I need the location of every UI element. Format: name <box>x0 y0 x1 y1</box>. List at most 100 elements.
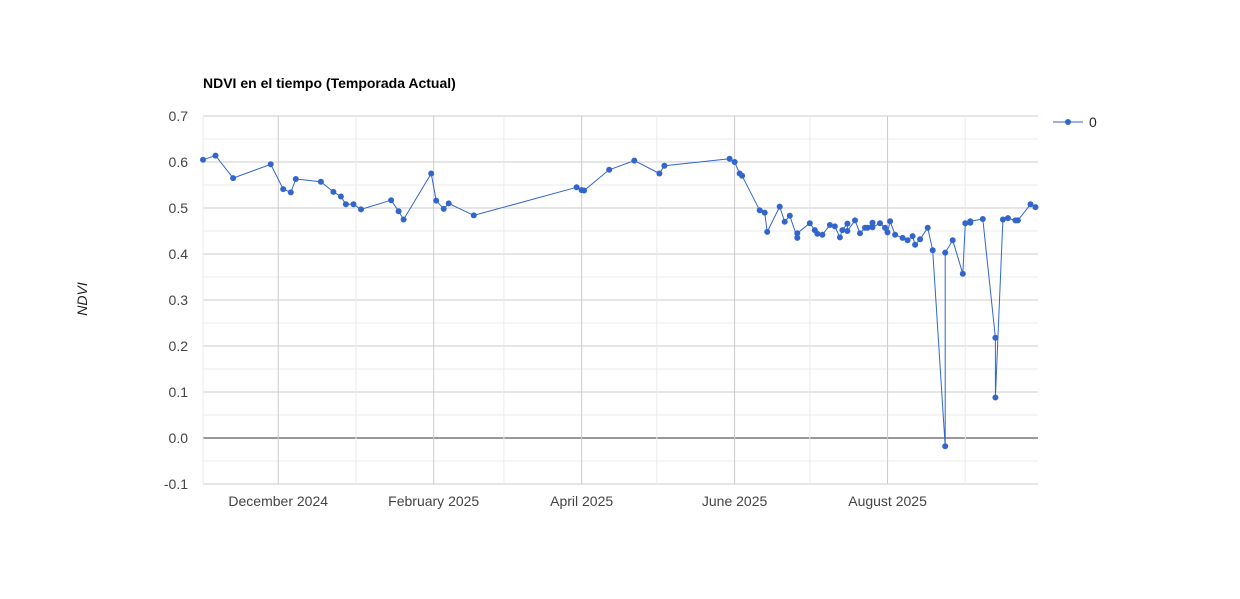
data-point <box>606 166 613 173</box>
legend-marker <box>1065 119 1071 125</box>
data-point <box>470 212 477 219</box>
data-point <box>1027 201 1034 208</box>
data-point <box>776 203 783 210</box>
data-point <box>388 197 395 204</box>
x-tick-label: December 2024 <box>228 493 328 509</box>
data-point <box>864 224 871 231</box>
data-point <box>857 230 863 237</box>
data-point <box>917 236 924 243</box>
data-point <box>1014 217 1021 224</box>
data-point <box>887 218 894 225</box>
data-point <box>877 220 883 227</box>
data-point <box>882 224 888 231</box>
data-point <box>395 208 402 215</box>
data-point <box>433 197 440 204</box>
y-tick-label: 0.4 <box>169 246 189 262</box>
data-point <box>839 227 846 234</box>
data-point <box>445 200 452 207</box>
data-point <box>1004 215 1011 222</box>
data-point <box>267 161 274 168</box>
y-tick-label: -0.1 <box>164 476 188 492</box>
data-point <box>656 170 663 177</box>
y-axis-label: NDVI <box>74 282 90 316</box>
y-tick-label: 0.2 <box>169 338 189 354</box>
data-point <box>350 201 357 208</box>
data-point <box>794 234 801 241</box>
data-point <box>739 172 746 179</box>
data-point <box>942 443 949 450</box>
data-point <box>924 224 931 231</box>
data-point <box>904 237 911 244</box>
data-point <box>979 216 986 222</box>
legend-label-series-0: 0 <box>1089 114 1097 130</box>
data-point <box>909 233 916 240</box>
data-point <box>581 187 588 194</box>
data-point <box>929 247 936 254</box>
data-point <box>631 157 638 164</box>
data-point <box>814 230 821 237</box>
data-point <box>292 176 299 182</box>
y-tick-label: 0.7 <box>169 108 189 124</box>
data-point <box>761 209 768 216</box>
y-tick-label: 0.3 <box>169 292 189 308</box>
chart-title: NDVI en el tiempo (Temporada Actual) <box>203 75 456 91</box>
data-point <box>959 270 966 277</box>
data-point <box>786 212 793 219</box>
data-point <box>844 228 851 234</box>
x-axis: December 2024 February 2025 April 2025 June… <box>228 493 927 509</box>
data-point <box>869 219 876 226</box>
data-point <box>230 175 237 182</box>
data-point <box>992 334 999 341</box>
x-tick-label: February 2025 <box>388 493 479 509</box>
data-point <box>836 234 843 241</box>
x-tick-label: June 2025 <box>702 493 768 509</box>
data-point <box>317 178 324 185</box>
data-point <box>280 186 287 193</box>
data-point <box>731 159 738 165</box>
data-point <box>892 231 899 238</box>
data-point <box>764 228 771 235</box>
data-point <box>400 216 407 223</box>
data-point <box>949 237 956 244</box>
data-point <box>962 220 969 227</box>
data-point <box>726 155 733 162</box>
data-point <box>573 184 580 191</box>
data-point <box>794 230 801 237</box>
data-point <box>844 220 851 227</box>
series-0 <box>200 152 1039 450</box>
data-point <box>869 224 876 231</box>
data-point <box>942 249 949 256</box>
y-tick-label: 0.5 <box>169 200 189 216</box>
data-point <box>756 207 763 214</box>
data-point <box>992 394 999 401</box>
data-point <box>212 152 219 159</box>
data-point <box>428 170 435 177</box>
data-point <box>999 216 1006 223</box>
y-tick-label: 0.0 <box>169 430 189 446</box>
x-tick-label: April 2025 <box>550 493 613 509</box>
data-point <box>899 234 906 241</box>
data-point <box>1032 204 1039 211</box>
data-point <box>912 241 919 248</box>
grid-lines <box>202 115 1038 485</box>
y-tick-label: 0.6 <box>169 154 189 170</box>
y-axis: -0.1 0.0 0.1 0.2 0.3 0.4 0.5 0.6 0.7 <box>164 108 188 492</box>
series-line <box>202 155 1036 447</box>
data-point <box>819 231 826 238</box>
data-point <box>826 222 833 228</box>
data-point <box>806 220 813 227</box>
data-point <box>852 217 858 224</box>
data-point <box>440 205 447 212</box>
data-point <box>337 193 344 200</box>
data-point <box>884 229 891 236</box>
legend[interactable]: 0 <box>1053 114 1097 130</box>
data-point <box>781 218 788 225</box>
data-point <box>342 201 349 208</box>
data-point <box>287 189 294 196</box>
x-tick-label: August 2025 <box>848 493 927 509</box>
data-point <box>200 156 206 163</box>
y-tick-label: 0.1 <box>169 384 189 400</box>
data-point <box>831 223 838 230</box>
data-point <box>967 218 974 225</box>
